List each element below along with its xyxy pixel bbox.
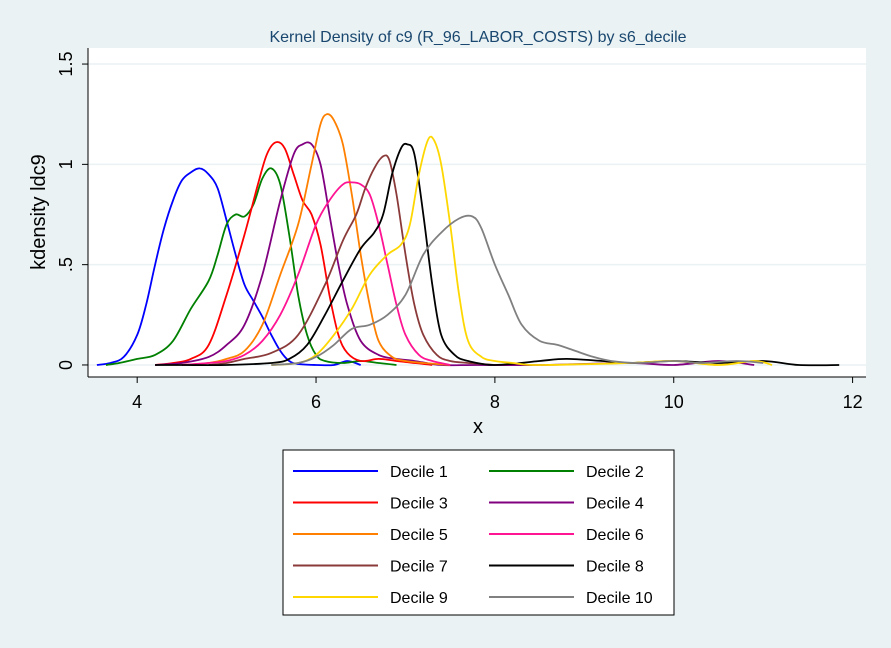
series-line-decile-2 — [105, 167, 397, 366]
x-tick-label-4: 12 — [843, 392, 863, 412]
x-tick-label-1: 6 — [311, 392, 321, 412]
legend-label-decile-3: Decile 3 — [390, 496, 448, 513]
series-line-decile-5 — [181, 113, 451, 366]
axes: 0 .5 1 1.5 4 6 8 10 12 — [56, 48, 866, 412]
legend-label-decile-4: Decile 4 — [586, 496, 644, 513]
x-axis-label: x — [473, 416, 483, 438]
x-tick-label-3: 10 — [664, 392, 684, 412]
legend: Decile 1 Decile 2 Decile 3 Decile 4 Decile 5… — [282, 449, 675, 616]
legend-label-decile-9: Decile 9 — [390, 590, 448, 607]
y-tick-label-3: 1.5 — [56, 52, 76, 77]
series-line-decile-10 — [271, 214, 764, 366]
legend-label-decile-5: Decile 5 — [390, 527, 448, 544]
series-line-decile-6 — [181, 181, 451, 366]
plot-area — [88, 48, 866, 377]
y-tick-label-1: .5 — [56, 257, 76, 272]
y-axis-label: kdensity ldc9 — [28, 154, 50, 270]
x-tick-label-2: 8 — [490, 392, 500, 412]
chart-title: Kernel Density of c9 (R_96_LABOR_COSTS) … — [269, 29, 686, 46]
y-tick-label-2: 1 — [56, 159, 76, 169]
legend-label-decile-10: Decile 10 — [586, 590, 653, 607]
legend-label-decile-7: Decile 7 — [390, 559, 448, 576]
legend-box — [282, 449, 675, 616]
legend-label-decile-1: Decile 1 — [390, 464, 448, 481]
series-line-decile-7 — [208, 154, 495, 366]
legend-label-decile-6: Decile 6 — [586, 527, 644, 544]
y-tick-label-0: 0 — [56, 360, 76, 370]
series-lines — [96, 113, 840, 367]
legend-label-decile-8: Decile 8 — [586, 559, 644, 576]
x-tick-label-0: 4 — [132, 392, 142, 412]
series-line-decile-3 — [154, 141, 433, 366]
legend-label-decile-2: Decile 2 — [586, 464, 644, 481]
